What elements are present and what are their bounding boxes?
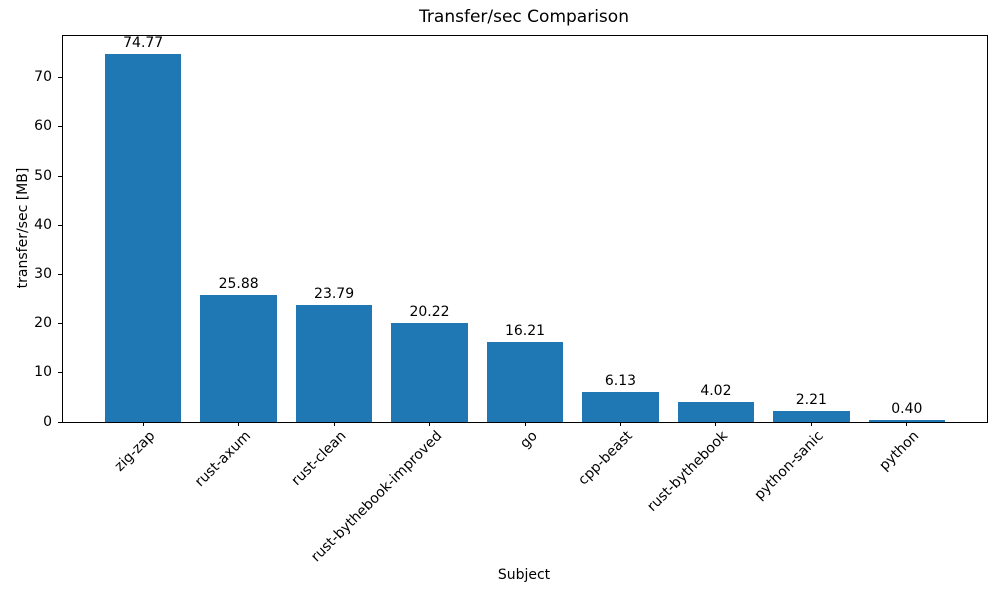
x-tick-mark [333, 422, 335, 426]
bar-value-label: 23.79 [314, 286, 355, 303]
y-tick-mark [58, 273, 62, 275]
plot-area: 0 10 20 30 40 50 60 70 74.77 zig-zap 25.88 rust-axu… [34, 35, 988, 565]
x-tick-mark [429, 422, 431, 426]
bar [391, 322, 468, 422]
bar [868, 420, 945, 422]
bar [105, 54, 182, 422]
x-axis-label: Subject [497, 567, 551, 583]
y-tick-mark [58, 421, 62, 423]
y-tick-label: 20 [34, 315, 52, 332]
bar-value-label: 16.21 [504, 323, 546, 340]
y-tick-label: 30 [34, 265, 52, 282]
bar-value-label: 6.13 [604, 372, 637, 389]
x-tick-label: rust-bythebook [644, 428, 732, 515]
y-tick-label: 60 [34, 118, 52, 135]
bar-value-label: 0.40 [891, 401, 923, 418]
x-tick-label: python-sanic [751, 428, 827, 504]
bar-value-label: 4.02 [700, 383, 732, 400]
bar [200, 294, 277, 422]
y-tick-label: 40 [34, 216, 52, 233]
y-tick-mark [58, 77, 62, 79]
bar [486, 342, 564, 422]
y-tick-label: 50 [34, 167, 52, 184]
y-tick-mark [58, 126, 62, 128]
x-tick-mark [810, 422, 812, 426]
y-tick-mark [58, 372, 62, 374]
bar [773, 411, 850, 422]
y-tick-mark [58, 175, 62, 177]
y-tick-mark [58, 224, 62, 226]
x-tick-mark [715, 422, 717, 426]
x-tick-label: go [516, 428, 541, 452]
x-tick-label: python [876, 428, 923, 474]
bar [295, 305, 373, 422]
y-tick-label: 0 [43, 413, 52, 430]
bar-value-label: 20.22 [409, 303, 450, 320]
x-tick-mark [619, 422, 621, 426]
x-tick-mark [906, 422, 908, 426]
bar [582, 391, 659, 422]
x-tick-label: cpp-beast [575, 428, 636, 489]
x-tick-mark [524, 422, 526, 426]
x-tick-mark [238, 422, 240, 426]
x-tick-mark [142, 422, 144, 426]
x-tick-label: rust-clean [288, 428, 350, 489]
y-tick-label: 70 [34, 69, 52, 86]
bar [677, 402, 755, 422]
bar-value-label: 74.77 [123, 35, 164, 52]
y-tick-label: 10 [34, 364, 52, 381]
bar-value-label: 2.21 [795, 392, 827, 409]
y-tick-mark [58, 323, 62, 325]
x-tick-label: rust-axum [191, 428, 254, 491]
chart-title: Transfer/sec Comparison [419, 7, 629, 27]
x-tick-label: zig-zap [111, 428, 159, 475]
bar-value-label: 25.88 [218, 275, 259, 292]
